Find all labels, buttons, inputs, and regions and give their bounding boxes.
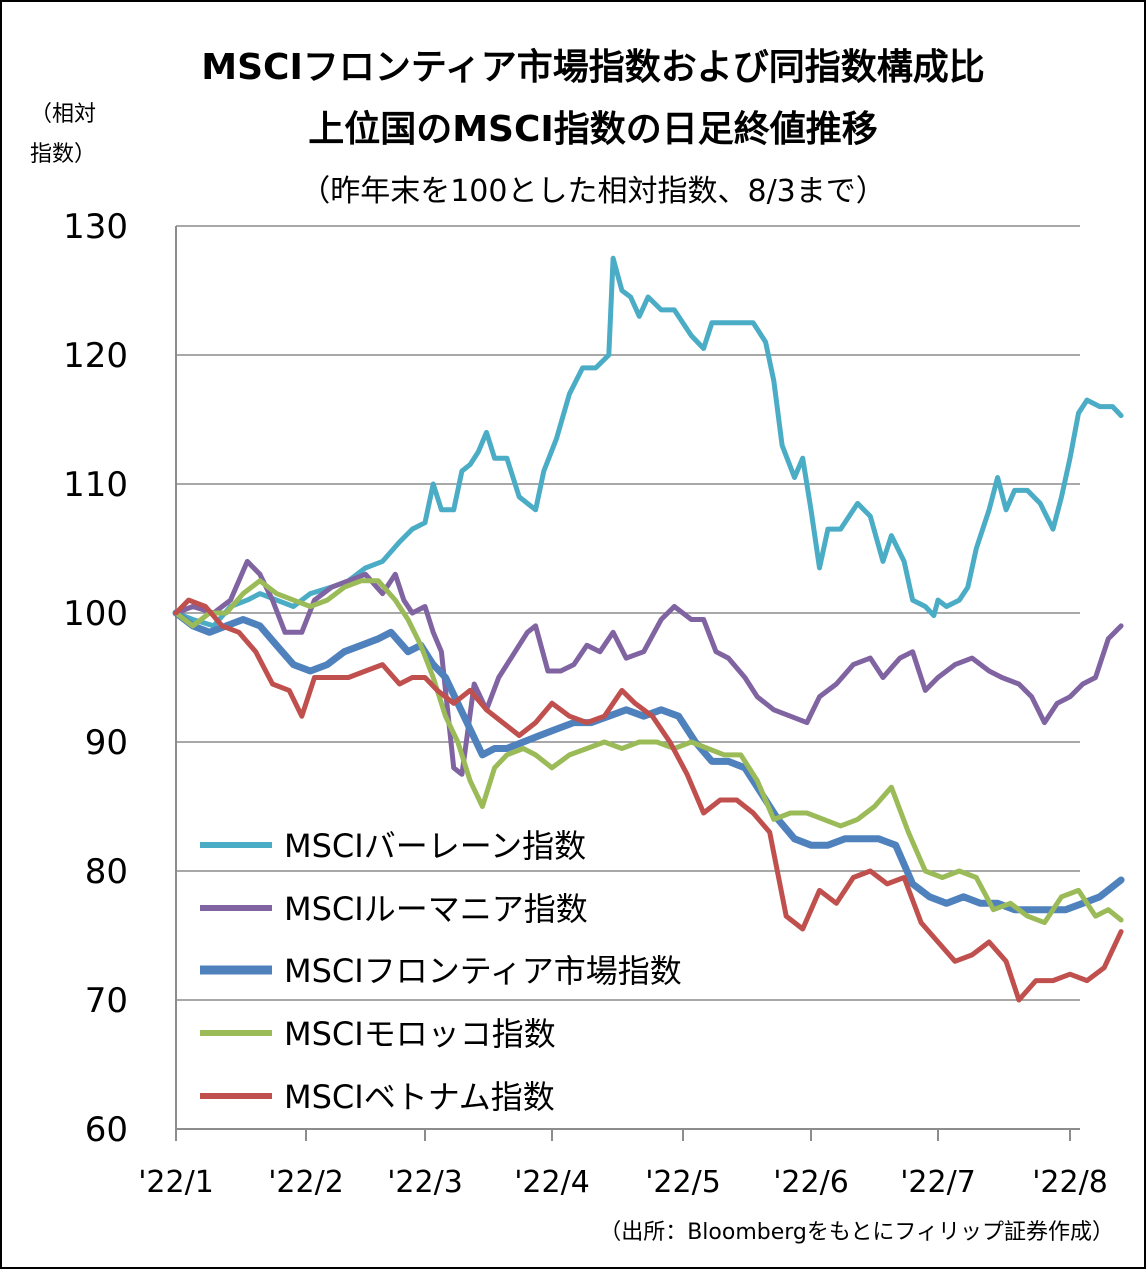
y-axis-unit-line-1: （相対 <box>30 102 97 127</box>
x-tick-label-0: '22/1 <box>138 1165 214 1200</box>
y-tick-label-70: 70 <box>85 981 128 1021</box>
x-tick-label-6: '22/7 <box>900 1165 976 1200</box>
x-tick-label-3: '22/4 <box>514 1165 590 1200</box>
chart-title-line-1: MSCIフロンティア市場指数および同指数構成比 <box>201 47 985 88</box>
y-axis-unit-line-2: 指数） <box>30 142 97 167</box>
x-tick-label-5: '22/6 <box>773 1165 849 1200</box>
series-line-4 <box>173 597 1124 1003</box>
y-tick-label-90: 90 <box>85 723 128 763</box>
x-tick-label-2: '22/3 <box>387 1165 463 1200</box>
y-tick-label-80: 80 <box>85 852 128 892</box>
y-tick-label-100: 100 <box>63 594 128 634</box>
y-tick-label-130: 130 <box>63 207 128 247</box>
y-tick-label-60: 60 <box>85 1110 128 1150</box>
y-tick-label-120: 120 <box>63 336 128 376</box>
chart-subtitle: （昨年末を100とした相対指数、8/3まで） <box>300 174 886 209</box>
series-line-2 <box>172 609 1125 914</box>
series-line-3 <box>173 578 1124 926</box>
series-line-0 <box>173 255 1124 629</box>
legend-label-3: MSCIモロッコ指数 <box>284 1015 556 1053</box>
legend-label-1: MSCIルーマニア指数 <box>284 890 588 928</box>
x-tick-label-7: '22/8 <box>1032 1165 1108 1200</box>
source-note: （出所：Bloombergをもとにフィリップ証券作成） <box>599 1220 1114 1245</box>
chart-title-line-2: 上位国のMSCI指数の日足終値推移 <box>308 109 878 150</box>
legend-label-4: MSCIベトナム指数 <box>284 1078 555 1116</box>
series-line-1 <box>173 558 1124 777</box>
y-tick-label-110: 110 <box>63 465 128 505</box>
x-tick-label-4: '22/5 <box>645 1165 721 1200</box>
legend-label-0: MSCIバーレーン指数 <box>284 827 586 865</box>
legend-label-2: MSCIフロンティア市場指数 <box>284 952 682 990</box>
x-tick-label-1: '22/2 <box>268 1165 344 1200</box>
